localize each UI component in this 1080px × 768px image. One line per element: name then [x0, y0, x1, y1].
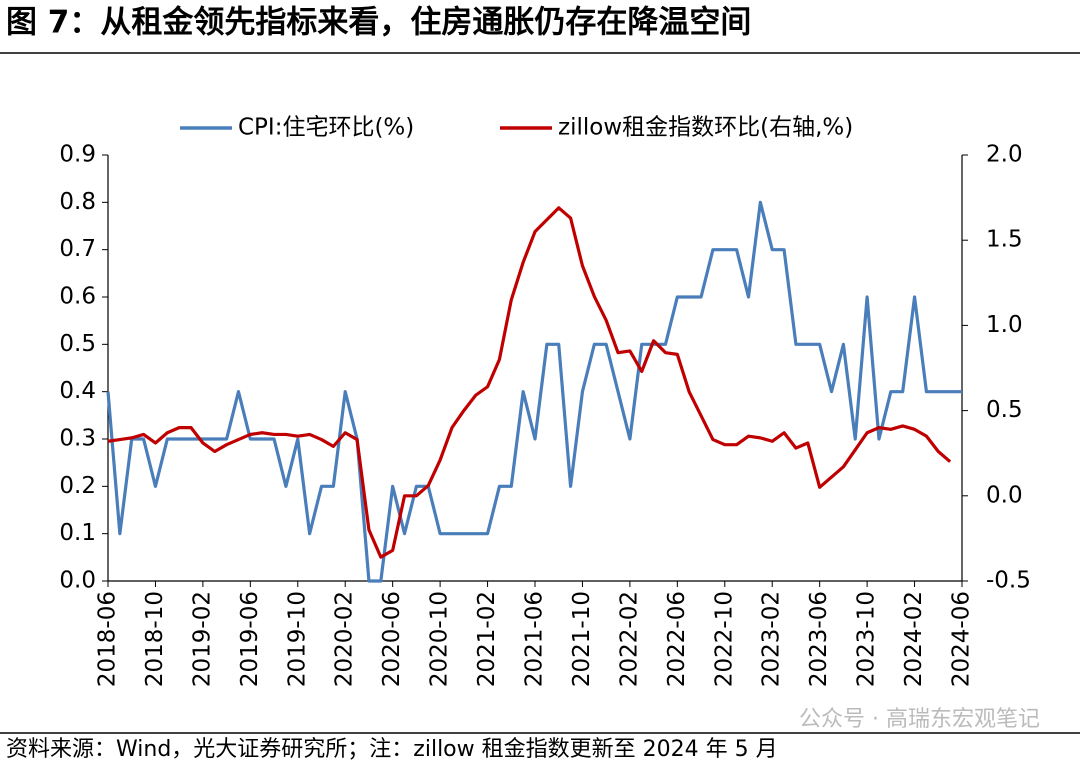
- y2-tick-label: 0.5: [986, 397, 1023, 423]
- y-tick-label: 0.8: [59, 189, 96, 215]
- source-note: 资料来源：Wind，光大证券研究所；注：zillow 租金指数更新至 2024 …: [6, 737, 778, 762]
- x-tick-label: 2018-06: [95, 591, 121, 687]
- y-tick-label: 0.4: [59, 378, 96, 404]
- y2-tick-label: 1.0: [986, 312, 1023, 338]
- series-line: [106, 200, 962, 583]
- x-tick-label: 2023-10: [854, 591, 880, 687]
- x-tick-label: 2024-02: [901, 591, 927, 687]
- x-tick-label: 2019-02: [189, 591, 215, 687]
- y-tick-label: 0.6: [59, 284, 96, 310]
- x-tick-label: 2020-10: [427, 591, 453, 687]
- series-line: [107, 206, 952, 559]
- y-tick-label: 0.5: [59, 331, 96, 357]
- y2-tick-label: 0.0: [986, 482, 1023, 508]
- legend-label: zillow租金指数环比(右轴,%): [558, 115, 853, 141]
- x-tick-label: 2022-10: [711, 591, 737, 687]
- y-tick-label: 0.9: [59, 142, 96, 168]
- watermark: 公众号 · 高瑞东宏观笔记: [799, 707, 1040, 732]
- x-tick-label: 2020-06: [379, 591, 405, 687]
- x-tick-label: 2018-10: [142, 591, 168, 687]
- y-tick-label: 0.1: [59, 520, 96, 546]
- y-tick-label: 0.7: [59, 236, 96, 262]
- x-tick-label: 2022-06: [664, 591, 690, 687]
- x-tick-label: 2021-02: [474, 591, 500, 687]
- legend-label: CPI:住宅环比(%): [238, 115, 414, 141]
- x-tick-label: 2021-10: [569, 591, 595, 687]
- chart-title: 图 7：从租金领先指标来看，住房通胀仍存在降温空间: [6, 5, 751, 41]
- y-tick-label: 0.3: [59, 426, 96, 452]
- y2-tick-label: 2.0: [986, 142, 1023, 168]
- x-tick-label: 2023-02: [759, 591, 785, 687]
- x-tick-label: 2022-02: [616, 591, 642, 687]
- x-tick-label: 2023-06: [806, 591, 832, 687]
- y2-tick-label: -0.5: [986, 568, 1031, 594]
- x-tick-label: 2024-06: [949, 591, 975, 687]
- y2-tick-label: 1.5: [986, 227, 1023, 253]
- x-tick-label: 2019-06: [237, 591, 263, 687]
- x-tick-label: 2020-02: [332, 591, 358, 687]
- y-tick-label: 0.2: [59, 473, 96, 499]
- x-tick-label: 2019-10: [284, 591, 310, 687]
- x-tick-label: 2021-06: [522, 591, 548, 687]
- y-tick-label: 0.0: [59, 568, 96, 594]
